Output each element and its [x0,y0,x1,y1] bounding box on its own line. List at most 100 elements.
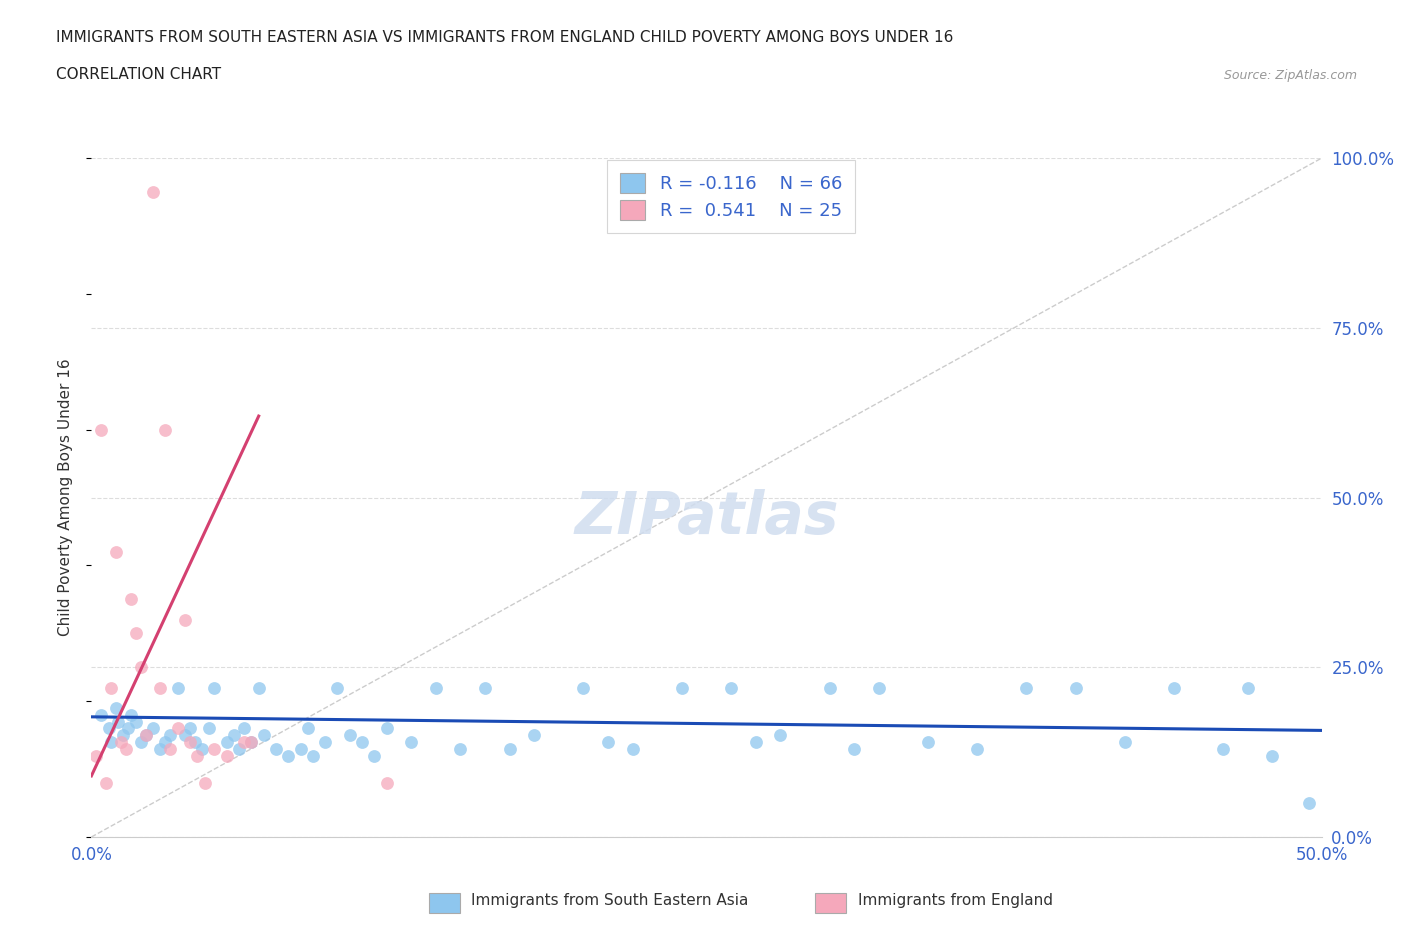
Point [671,680,693,695]
Point [191,741,214,756]
Point [202,680,225,695]
Point [253,727,276,742]
Point [149,741,172,756]
Point [572,680,595,695]
Point [166,680,188,695]
Point [596,735,619,750]
Point [818,680,841,695]
Point [202,741,225,756]
Point [297,721,319,736]
Point [100,680,122,695]
Point [153,735,177,750]
Point [96,776,117,790]
Point [135,727,156,742]
Point [117,721,139,736]
Point [105,700,127,715]
Point [314,735,336,750]
Point [149,680,172,695]
Point [842,741,865,756]
Point [193,776,217,790]
Point [917,735,939,750]
Point [375,776,398,790]
Point [326,680,349,695]
Point [375,721,398,736]
Point [474,680,496,695]
Point [1212,741,1234,756]
Point [449,741,471,756]
Point [186,748,208,763]
Point [215,735,238,750]
Point [301,748,323,763]
Text: 50.0%: 50.0% [1295,846,1348,864]
Text: IMMIGRANTS FROM SOUTH EASTERN ASIA VS IMMIGRANTS FROM ENGLAND CHILD POVERTY AMON: IMMIGRANTS FROM SOUTH EASTERN ASIA VS IM… [56,30,953,45]
Point [129,660,152,675]
Point [868,680,890,695]
Point [363,748,385,763]
Point [1064,680,1087,695]
Point [105,544,127,559]
Point [621,741,644,756]
Point [352,735,374,750]
Point [135,727,156,742]
Point [114,741,138,756]
Point [90,422,112,437]
Point [745,735,768,750]
Point [159,727,181,742]
Point [174,612,197,627]
Point [183,735,207,750]
Point [179,721,201,736]
Point [215,748,238,763]
Point [124,714,146,729]
Point [129,735,152,750]
Point [247,680,270,695]
Point [97,721,120,736]
Point [124,626,146,641]
Point [399,735,422,750]
Point [240,735,263,750]
Point [174,727,197,742]
Text: 0.0%: 0.0% [70,846,112,864]
Point [966,741,988,756]
Point [100,735,122,750]
Point [1237,680,1260,695]
Point [498,741,520,756]
Point [232,735,256,750]
Point [339,727,361,742]
Point [166,721,188,736]
Text: Immigrants from South Eastern Asia: Immigrants from South Eastern Asia [471,893,748,908]
Point [120,708,142,723]
Text: Source: ZipAtlas.com: Source: ZipAtlas.com [1223,69,1357,82]
Point [264,741,287,756]
Point [240,735,263,750]
Point [179,735,201,750]
Point [142,721,165,736]
Point [112,727,135,742]
Point [1298,796,1320,811]
Point [425,680,447,695]
Point [1114,735,1136,750]
Point [90,708,112,723]
Point [107,714,129,729]
Y-axis label: Child Poverty Among Boys Under 16: Child Poverty Among Boys Under 16 [58,359,73,636]
Point [153,422,177,437]
Point [523,727,546,742]
Point [120,592,142,607]
Point [159,741,181,756]
Point [198,721,221,736]
Text: Immigrants from England: Immigrants from England [858,893,1053,908]
Point [277,748,299,763]
Point [1261,748,1284,763]
Point [720,680,742,695]
Point [1163,680,1185,695]
Point [142,185,165,200]
Point [222,727,246,742]
Text: CORRELATION CHART: CORRELATION CHART [56,67,221,82]
Point [232,721,256,736]
Point [769,727,792,742]
Point [1015,680,1038,695]
Point [290,741,312,756]
Point [110,735,132,750]
Point [228,741,250,756]
Point [86,748,108,763]
Legend: R = -0.116    N = 66, R =  0.541    N = 25: R = -0.116 N = 66, R = 0.541 N = 25 [607,160,855,232]
